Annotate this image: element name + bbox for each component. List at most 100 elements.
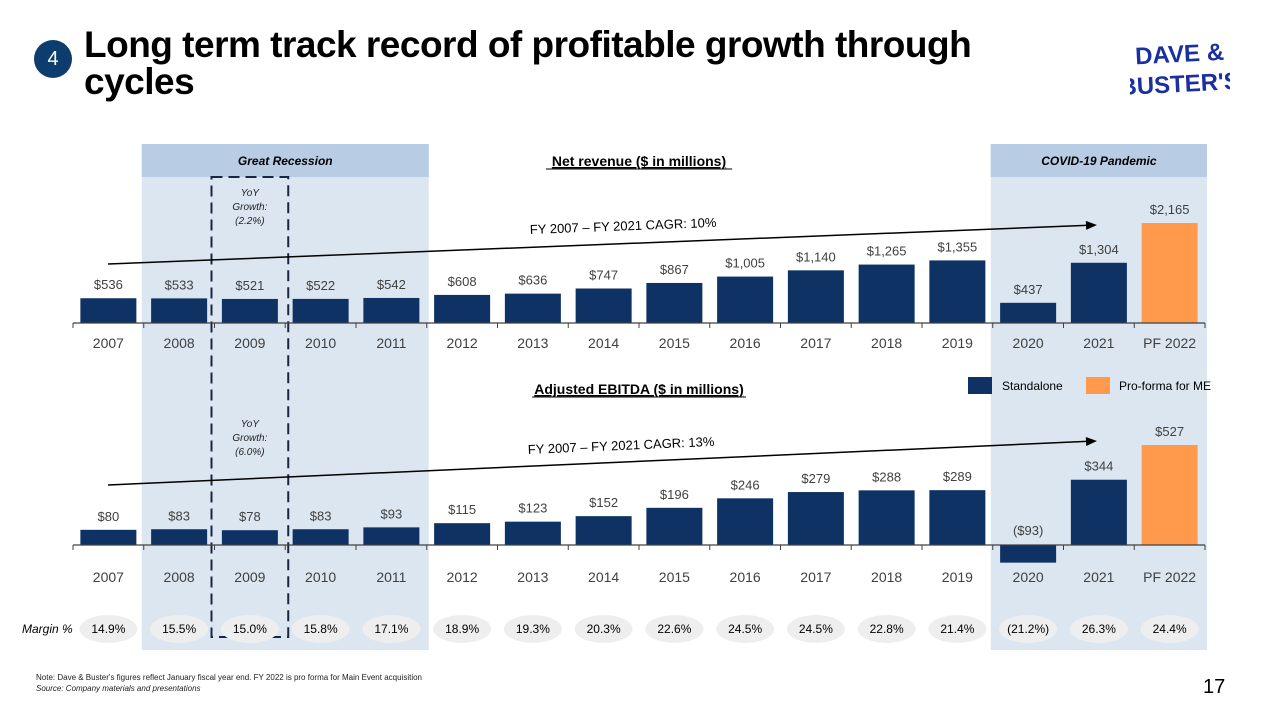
bar-0-2018 (858, 264, 915, 323)
margin-pill (1140, 615, 1199, 643)
cagr-label-0: FY 2007 – FY 2021 CAGR: 10% (530, 215, 718, 237)
tick-label: 2017 (800, 335, 831, 351)
page-number: 17 (1203, 676, 1226, 698)
margin-pill (150, 615, 209, 643)
data-label: $83 (310, 508, 332, 523)
data-label: $527 (1155, 424, 1184, 439)
data-label: $2,165 (1150, 202, 1190, 217)
data-label: $542 (377, 277, 406, 292)
data-label: $78 (239, 509, 261, 524)
tick-label: 2016 (730, 569, 761, 585)
bar-1-2016 (717, 498, 774, 545)
data-label: $289 (943, 469, 972, 484)
data-label: $437 (1014, 282, 1043, 297)
bar-1-PF 2022 (1141, 445, 1198, 545)
margin-pill (220, 615, 279, 643)
bar-1-2018 (858, 490, 915, 545)
bar-1-2008 (151, 529, 208, 545)
chart-title-0: Net revenue ($ in millions) (552, 153, 726, 169)
bar-0-2010 (292, 298, 349, 323)
data-label: ($93) (1013, 523, 1043, 538)
tick-label: 2015 (659, 569, 690, 585)
data-label: $747 (589, 267, 618, 282)
data-label: $83 (168, 508, 190, 523)
data-label: $608 (448, 274, 477, 289)
data-label: $1,304 (1079, 242, 1119, 257)
tick-label: 2011 (376, 335, 406, 351)
tick-label: 2009 (234, 569, 265, 585)
tick-label: 2010 (305, 335, 336, 351)
bar-0-2014 (575, 288, 632, 323)
page-title: Long term track record of profitable gro… (84, 24, 972, 102)
yoy-growth-label: (6.0%) (235, 447, 264, 458)
bar-1-2020 (1000, 545, 1057, 563)
margin-value: 14.9% (91, 622, 125, 636)
bar-0-2007 (80, 298, 137, 323)
footnote: Note: Dave & Buster's figures reflect Ja… (36, 672, 422, 694)
margin-value: 24.5% (728, 622, 762, 636)
data-label: $867 (660, 262, 689, 277)
chart-title-1: Adjusted EBITDA ($ in millions) (534, 381, 744, 397)
tick-label: 2017 (800, 569, 831, 585)
tick-label: 2011 (376, 569, 406, 585)
bar-0-2019 (929, 260, 986, 323)
bar-0-2020 (1000, 302, 1057, 323)
yoy-growth-label: Growth: (232, 202, 267, 213)
tick-label: 2020 (1013, 335, 1044, 351)
margin-pill (999, 615, 1058, 643)
margin-value: 24.4% (1153, 622, 1187, 636)
tick-label: 2018 (871, 335, 902, 351)
margin-pill (1069, 615, 1128, 643)
data-label: $115 (448, 502, 476, 517)
tick-label: 2012 (447, 569, 478, 585)
margin-pill (716, 615, 775, 643)
bar-1-2021 (1070, 479, 1127, 545)
yoy-growth-label: YoY (241, 419, 261, 430)
note-text: Note: Dave & Buster's figures reflect Ja… (36, 673, 423, 682)
data-label: $636 (518, 273, 547, 288)
shaded-period-0 (141, 144, 429, 650)
tick-label: 2007 (93, 569, 124, 585)
data-label: $522 (306, 278, 335, 293)
bar-0-PF 2022 (1141, 223, 1198, 323)
margin-value: 18.9% (445, 622, 479, 636)
logo-line-1: DAVE & (1135, 39, 1225, 71)
margin-value: 15.8% (304, 622, 338, 636)
bar-0-2012 (434, 294, 491, 323)
margin-pill (857, 615, 916, 643)
margin-pill (574, 615, 633, 643)
source-text: Source: Company materials and presentati… (36, 684, 201, 693)
tick-label: 2007 (93, 335, 124, 351)
margin-row-label: Margin % (22, 622, 73, 636)
margin-value: 17.1% (374, 622, 408, 636)
margin-value: 26.3% (1082, 622, 1116, 636)
yoy-growth-label: YoY (241, 188, 261, 199)
margin-pill (433, 615, 492, 643)
data-label: $521 (235, 278, 264, 293)
cagr-arrow-line-0 (107, 224, 1090, 265)
data-label: $123 (518, 501, 547, 516)
bar-1-2011 (363, 527, 420, 545)
legend-label-1: Pro-forma for ME (1119, 379, 1211, 393)
data-label: $533 (165, 277, 194, 292)
cagr-arrow-line-1 (107, 440, 1090, 486)
tick-label: 2015 (659, 335, 690, 351)
margin-pill (645, 615, 704, 643)
bar-1-2012 (434, 523, 491, 545)
logo-line-2: BUSTER'S (1130, 68, 1230, 98)
data-label: $93 (381, 506, 403, 521)
bar-1-2019 (929, 490, 986, 545)
data-label: $152 (589, 495, 618, 510)
tick-label: 2021 (1083, 335, 1114, 351)
bar-0-2017 (787, 270, 844, 323)
bar-0-2013 (504, 293, 561, 323)
data-label: $288 (872, 469, 901, 484)
tick-label: 2012 (447, 335, 478, 351)
tick-label: PF 2022 (1143, 335, 1196, 351)
data-label: $246 (731, 477, 760, 492)
tick-label: 2010 (305, 569, 336, 585)
tick-label: 2021 (1083, 569, 1114, 585)
tick-label: 2013 (517, 335, 548, 351)
margin-value: 15.0% (233, 622, 267, 636)
tick-label: 2008 (164, 335, 195, 351)
